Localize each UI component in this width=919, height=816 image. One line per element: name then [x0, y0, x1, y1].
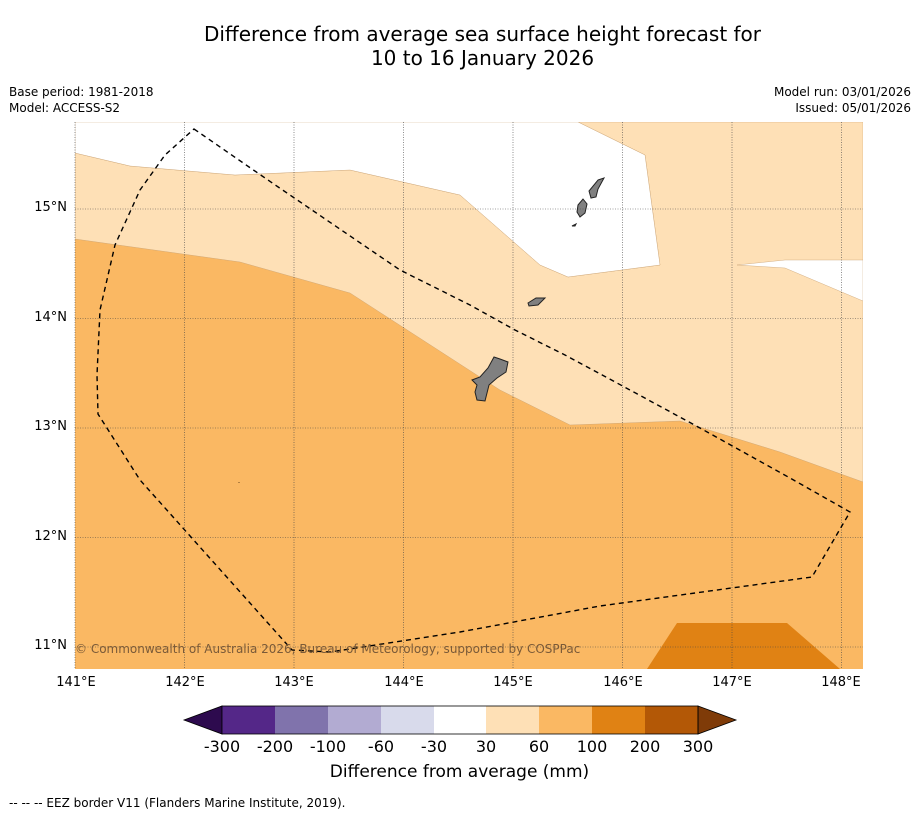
meta-left: Base period: 1981-2018 Model: ACCESS-S2 — [9, 84, 154, 116]
colorbar-tick-label: -200 — [256, 737, 294, 756]
colorbar-segment — [645, 706, 698, 734]
lon-label: 147°E — [712, 675, 752, 690]
rota-island-icon — [527, 297, 547, 307]
issued-date: Issued: 05/01/2026 — [795, 101, 911, 115]
colorbar-segment — [222, 706, 275, 734]
eez-legend-footnote: -- -- -- EEZ border V11 (Flanders Marine… — [9, 796, 346, 810]
colorbar-tick-label: 200 — [629, 737, 661, 756]
colorbar — [182, 705, 738, 735]
colorbar-tick-label: 30 — [475, 737, 497, 756]
colorbar-tick-label: -300 — [203, 737, 241, 756]
model-run: Model run: 03/01/2026 — [773, 85, 911, 99]
colorbar-segment — [381, 706, 434, 734]
title-line-2: 10 to 16 January 2026 — [370, 46, 595, 70]
colorbar-tick-label: -100 — [309, 737, 347, 756]
lon-label: 143°E — [274, 675, 314, 690]
anomaly-neutral-region-east — [736, 259, 863, 302]
model-name: Model: ACCESS-S2 — [9, 101, 121, 115]
lat-label: 12°N — [34, 529, 67, 544]
colorbar-arrow-low — [182, 705, 223, 735]
colorbar-outline — [221, 705, 699, 735]
colorbar-tick-label: 300 — [682, 737, 714, 756]
guam-island-icon — [471, 356, 509, 402]
base-period: Base period: 1981-2018 — [9, 85, 154, 99]
colorbar-arrow-high — [697, 705, 738, 735]
gridlines — [74, 122, 863, 669]
colorbar-tick-label: 60 — [528, 737, 550, 756]
lat-label: 15°N — [34, 200, 67, 215]
colorbar-tick-label: -60 — [367, 737, 395, 756]
colorbar-segment — [275, 706, 328, 734]
lon-label: 142°E — [165, 675, 205, 690]
small-islet-icon — [238, 482, 240, 483]
title-line-1: Difference from average sea surface heig… — [203, 22, 762, 46]
lat-label: 14°N — [34, 310, 67, 325]
aguijan-island-icon — [571, 222, 578, 227]
copyright-notice: © Commonwealth of Australia 2026, Bureau… — [75, 642, 580, 656]
colorbar-tick-label: 100 — [576, 737, 608, 756]
meta-right: Model run: 03/01/2026 Issued: 05/01/2026 — [774, 84, 911, 116]
lon-label: 141°E — [56, 675, 96, 690]
anomaly-100-200-region — [647, 623, 840, 669]
lon-label: 146°E — [603, 675, 643, 690]
eez-border — [96, 128, 851, 653]
lon-label: 148°E — [821, 675, 861, 690]
colorbar-segment — [328, 706, 381, 734]
lon-label: 144°E — [384, 675, 424, 690]
map-fill-layer — [75, 122, 863, 669]
colorbar-title: Difference from average (mm) — [329, 762, 590, 782]
lat-label: 13°N — [34, 419, 67, 434]
colorbar-segment — [592, 706, 645, 734]
colorbar-segment — [434, 706, 486, 734]
colorbar-tick-label: -30 — [420, 737, 448, 756]
colorbar-segment — [486, 706, 539, 734]
lat-label: 11°N — [34, 638, 67, 653]
chart-title: Difference from average sea surface heig… — [0, 22, 919, 70]
saipan-island-icon — [588, 177, 606, 199]
tinian-island-icon — [576, 198, 588, 218]
anomaly-neutral-region — [75, 122, 661, 278]
colorbar-segment — [539, 706, 592, 734]
lon-label: 145°E — [493, 675, 533, 690]
